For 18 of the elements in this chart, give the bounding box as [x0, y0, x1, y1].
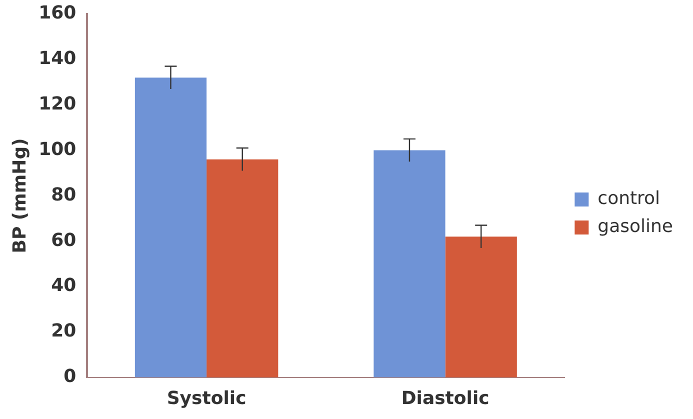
y-tick-label: 100 — [38, 138, 76, 160]
x-tick-label: Diastolic — [401, 388, 490, 409]
y-tick-label: 20 — [51, 320, 76, 342]
y-tick-label: 0 — [64, 366, 76, 388]
y-tick-label: 140 — [38, 48, 76, 70]
y-tick-label: 60 — [51, 230, 76, 251]
legend-label: gasoline — [598, 216, 674, 238]
bar — [206, 159, 278, 378]
legend-label: control — [598, 188, 660, 210]
y-tick-label: 160 — [38, 2, 76, 24]
y-tick-label: 120 — [38, 94, 76, 115]
y-axis-title: BP (mmHg) — [9, 138, 30, 254]
y-tick-label: 80 — [51, 184, 76, 206]
bar — [374, 150, 446, 378]
bar — [134, 78, 207, 378]
y-tick-label: 40 — [51, 275, 76, 296]
bar — [445, 236, 517, 378]
x-tick-label: Systolic — [166, 388, 246, 409]
